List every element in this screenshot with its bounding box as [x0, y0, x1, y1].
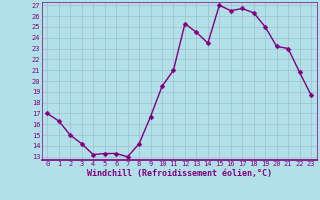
X-axis label: Windchill (Refroidissement éolien,°C): Windchill (Refroidissement éolien,°C): [87, 169, 272, 178]
